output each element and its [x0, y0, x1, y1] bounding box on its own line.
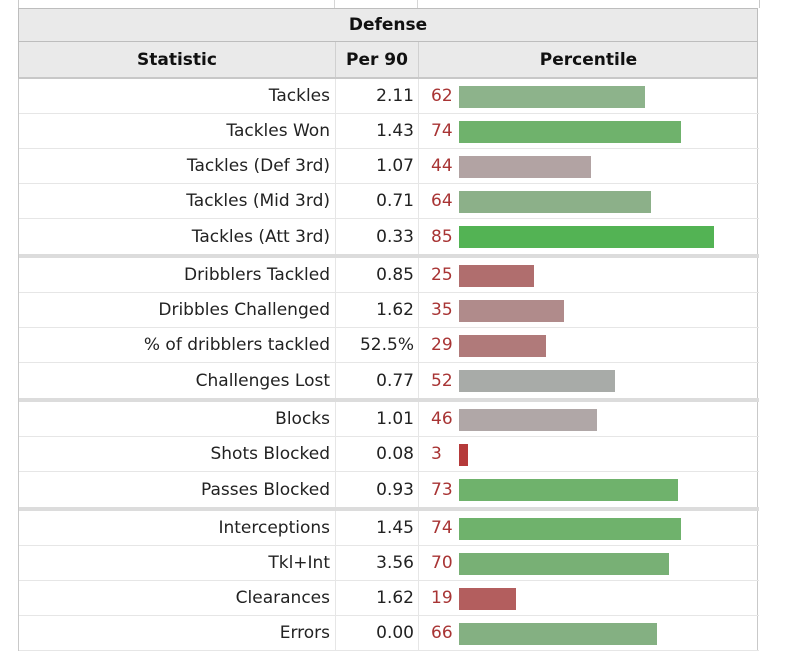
- per90-value: 0.77: [335, 363, 414, 398]
- statistic-label: Passes Blocked: [201, 479, 330, 500]
- per90-value: 0.33: [335, 219, 414, 254]
- table-row: Clearances 1.62 19: [19, 581, 759, 616]
- table-row: Errors 0.00 66: [19, 616, 759, 651]
- statistic-label: Dribblers Tackled: [184, 265, 330, 285]
- per90-value: 1.01: [335, 402, 414, 436]
- statistic-label: Errors: [279, 623, 330, 643]
- statistic-label: % of dribblers tackled: [143, 335, 330, 355]
- column-header-percentile[interactable]: Percentile: [539, 49, 638, 70]
- percentile-value: 85: [418, 219, 456, 254]
- percentile-value: 19: [418, 581, 456, 615]
- statistic-label: Tkl+Int: [268, 553, 330, 573]
- percentile-value: 44: [418, 149, 456, 183]
- percentile-bar: [459, 553, 669, 575]
- percentile-bar: [459, 226, 714, 248]
- percentile-bar: [459, 300, 564, 322]
- percentile-value: 74: [418, 114, 456, 148]
- per90-value: 52.5%: [335, 328, 414, 362]
- per90-value: 0.71: [335, 184, 414, 218]
- percentile-bar: [459, 265, 534, 287]
- statistic-label: Tackles: [268, 86, 330, 106]
- divider: [334, 0, 335, 8]
- percentile-bar: [459, 191, 651, 213]
- table-top-strip: [18, 0, 760, 8]
- per90-value: 0.00: [335, 616, 414, 650]
- statistic-label: Tackles (Mid 3rd): [186, 191, 330, 211]
- per90-value: 1.62: [335, 293, 414, 327]
- statistic-label: Tackles (Att 3rd): [191, 226, 330, 247]
- table-row: Tackles (Def 3rd) 1.07 44: [19, 149, 759, 184]
- percentile-bar: [459, 588, 516, 610]
- percentile-bar: [459, 623, 657, 645]
- divider: [417, 0, 418, 8]
- statistic-label: Tackles Won: [226, 121, 330, 141]
- table-row: Dribblers Tackled 0.85 25: [19, 258, 759, 293]
- table-row: Tackles (Mid 3rd) 0.71 64: [19, 184, 759, 219]
- statistic-label: Tackles (Def 3rd): [186, 156, 330, 176]
- percentile-value: 52: [418, 363, 456, 398]
- statistic-label: Interceptions: [218, 518, 330, 538]
- percentile-bar: [459, 444, 468, 466]
- per90-value: 1.45: [335, 511, 414, 545]
- percentile-bar: [459, 86, 645, 108]
- statistic-label: Dribbles Challenged: [158, 300, 330, 320]
- percentile-bar: [459, 370, 615, 392]
- percentile-value: 35: [418, 293, 456, 327]
- per90-value: 0.08: [335, 437, 414, 471]
- percentile-bar: [459, 479, 678, 501]
- percentile-bar: [459, 518, 681, 540]
- percentile-value: 46: [418, 402, 456, 436]
- section-title: Defense: [18, 8, 758, 42]
- column-header-row: Statistic Per 90 Percentile: [18, 42, 758, 79]
- table-row: Tkl+Int 3.56 70: [19, 546, 759, 581]
- table-row: Challenges Lost 0.77 52: [19, 363, 759, 402]
- percentile-bar: [459, 409, 597, 431]
- statistic-label: Clearances: [235, 588, 330, 608]
- percentile-bar: [459, 335, 546, 357]
- defense-stats-table: Defense Statistic Per 90 Percentile Tack…: [18, 0, 760, 653]
- percentile-value: 66: [418, 616, 456, 650]
- table-row: Dribbles Challenged 1.62 35: [19, 293, 759, 328]
- percentile-bar: [459, 121, 681, 143]
- percentile-value: 70: [418, 546, 456, 580]
- percentile-value: 64: [418, 184, 456, 218]
- table-row: Interceptions 1.45 74: [19, 511, 759, 546]
- percentile-value: 25: [418, 258, 456, 292]
- per90-value: 1.43: [335, 114, 414, 148]
- percentile-value: 3: [418, 437, 456, 471]
- table-row: Blocks 1.01 46: [19, 402, 759, 437]
- percentile-bar: [459, 156, 591, 178]
- percentile-value: 74: [418, 511, 456, 545]
- table-row: Tackles 2.11 62: [19, 79, 759, 114]
- table-row: Passes Blocked 0.93 73: [19, 472, 759, 511]
- table-row: Shots Blocked 0.08 3: [19, 437, 759, 472]
- per90-value: 1.07: [335, 149, 414, 183]
- statistic-label: Challenges Lost: [195, 370, 330, 391]
- column-header-per90[interactable]: Per 90: [335, 42, 419, 77]
- table-row: Tackles Won 1.43 74: [19, 114, 759, 149]
- table-body: Tackles 2.11 62 Tackles Won 1.43 74 Tackles (D…: [18, 79, 759, 651]
- percentile-value: 73: [418, 472, 456, 507]
- percentile-value: 62: [418, 79, 456, 113]
- percentile-value: 29: [418, 328, 456, 362]
- table-row: % of dribblers tackled 52.5% 29: [19, 328, 759, 363]
- per90-value: 1.62: [335, 581, 414, 615]
- per90-value: 0.93: [335, 472, 414, 507]
- statistic-label: Blocks: [275, 409, 330, 429]
- table-row: Tackles (Att 3rd) 0.33 85: [19, 219, 759, 258]
- per90-value: 2.11: [335, 79, 414, 113]
- statistic-label: Shots Blocked: [210, 444, 330, 464]
- per90-value: 3.56: [335, 546, 414, 580]
- column-header-statistic[interactable]: Statistic: [137, 49, 217, 70]
- per90-value: 0.85: [335, 258, 414, 292]
